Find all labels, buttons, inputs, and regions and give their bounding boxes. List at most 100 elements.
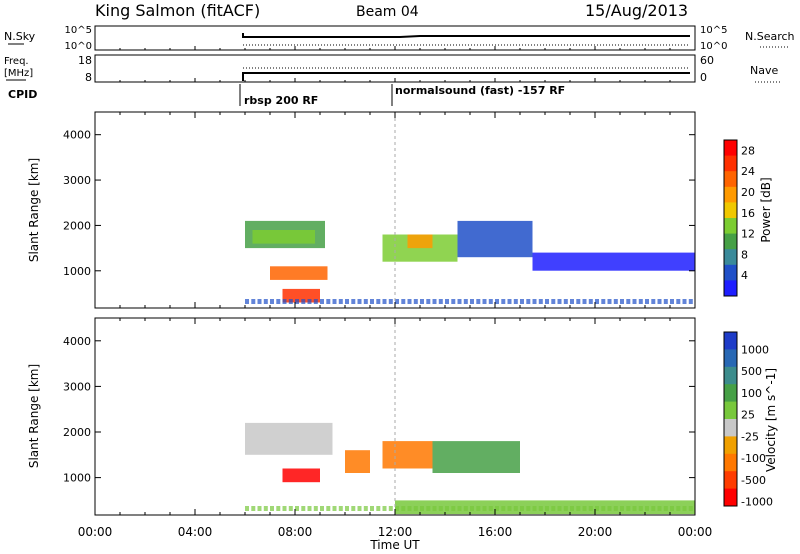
- colorbar-segment: [724, 140, 737, 157]
- heatmap-cell: [651, 299, 656, 304]
- freq-right-tick-top: 60: [700, 54, 714, 67]
- heatmap-cell: [526, 299, 531, 304]
- colorbar-frame: [723, 139, 738, 297]
- heatmap-cell: [620, 299, 624, 304]
- colorbar-segment: [724, 202, 737, 219]
- heatmap-cell: [488, 506, 493, 511]
- colorbar-segment: [724, 488, 737, 507]
- heatmap-cell: [420, 506, 424, 511]
- heatmap-cell: [457, 506, 462, 511]
- colorbar-tick-label: 8: [741, 248, 748, 261]
- heatmap-cell: [388, 506, 393, 511]
- heatmap-cell: [345, 506, 349, 511]
- heatmap-cell: [363, 299, 368, 304]
- heatmap-cell: [320, 506, 324, 511]
- heatmap-region: [382, 441, 433, 469]
- freq-left-tick-top: 18: [78, 54, 92, 67]
- heatmap-cell: [557, 506, 562, 511]
- heatmap-cell: [682, 506, 687, 511]
- heatmap-cell: [376, 299, 381, 304]
- heatmap-cell: [351, 506, 356, 511]
- heatmap-cell: [313, 299, 318, 304]
- colorbar-tick-label: 16: [741, 207, 755, 220]
- colorbar-segment: [724, 171, 737, 188]
- colorbar-segment: [724, 233, 737, 250]
- heatmap-cell: [463, 506, 468, 511]
- power-axes-ticks: 1000 2000 3000 4000: [63, 112, 696, 308]
- power-frame: [94, 111, 696, 309]
- heatmap-cell: [301, 299, 306, 304]
- heatmap-region: [345, 450, 370, 473]
- freq-label-2: [MHz]: [4, 68, 33, 79]
- heatmap-region: [432, 441, 520, 473]
- time-tick-label: 04:00: [178, 525, 213, 539]
- heatmap-cell: [613, 506, 618, 511]
- heatmap-cell: [476, 299, 481, 304]
- heatmap-cell: [638, 506, 643, 511]
- heatmap-region: [252, 230, 315, 244]
- heatmap-cell: [270, 299, 274, 304]
- velocity-axes-ticks: 1000 2000 3000 4000: [63, 318, 696, 515]
- y-tick-label: 2000: [63, 219, 91, 232]
- heatmap-cell: [382, 506, 387, 511]
- heatmap-cell: [520, 506, 524, 511]
- heatmap-cell: [570, 299, 574, 304]
- colorbar-segment: [724, 155, 737, 172]
- heatmap-region: [245, 422, 333, 455]
- beam-title: Beam 04: [356, 4, 419, 20]
- heatmap-cell: [651, 506, 656, 511]
- colorbar-segment: [724, 264, 737, 281]
- heatmap-cell: [582, 506, 587, 511]
- y-tick-label: 4000: [63, 129, 91, 142]
- cpid-segment-2: normalsound (fast) -157 RF: [395, 84, 565, 97]
- date-title: 15/Aug/2013: [585, 1, 688, 20]
- heatmap-cell: [570, 506, 574, 511]
- velocity-ylabel: Slant Range [km]: [27, 364, 41, 468]
- heatmap-cell: [307, 506, 312, 511]
- freq-panel: Freq. [MHz] 18 8 60 0 Nave: [4, 54, 780, 84]
- time-axis-title: Time UT: [369, 538, 420, 552]
- heatmap-cell: [595, 299, 599, 304]
- heatmap-cell: [520, 299, 524, 304]
- colorbar-tick-label: 4: [741, 269, 748, 282]
- heatmap-cell: [595, 506, 599, 511]
- colorbar-tick-label: 25: [741, 409, 755, 422]
- heatmap-region: [457, 220, 533, 258]
- heatmap-cell: [532, 506, 537, 511]
- heatmap-cell: [507, 506, 512, 511]
- heatmap-cell: [495, 299, 499, 304]
- heatmap-cell: [557, 299, 562, 304]
- heatmap-cell: [288, 506, 293, 511]
- heatmap-cell: [263, 506, 268, 511]
- heatmap-cell: [332, 299, 337, 304]
- velocity-panel: 1000 2000 3000 4000 Slant Range [km] 1000 50…: [27, 317, 778, 516]
- heatmap-cell: [626, 299, 631, 304]
- power-panel: 1000 2000 3000 4000 Slant Range [km] 4 8 12 16…: [27, 111, 773, 309]
- heatmap-cell: [676, 299, 681, 304]
- y-tick-label: 4000: [63, 335, 91, 348]
- heatmap-cell: [263, 299, 268, 304]
- heatmap-cell: [601, 506, 606, 511]
- velocity-colorbar-label: Velocity [m s^-1]: [764, 368, 778, 472]
- colorbar-tick-label: 100: [741, 387, 762, 400]
- heatmap-region: [270, 266, 328, 280]
- power-heatmap: [245, 112, 695, 308]
- colorbar-tick-label: 1000: [741, 343, 769, 356]
- colorbar-segment: [724, 249, 737, 266]
- heatmap-cell: [676, 506, 681, 511]
- colorbar-tick-label: -1000: [741, 496, 773, 509]
- heatmap-cell: [670, 506, 674, 511]
- heatmap-cell: [251, 506, 256, 511]
- nsky-label: N.Sky: [4, 30, 36, 43]
- heatmap-cell: [376, 506, 381, 511]
- heatmap-cell: [488, 299, 493, 304]
- heatmap-cell: [482, 299, 487, 304]
- colorbar-segment: [724, 332, 737, 350]
- heatmap-region: [407, 234, 433, 249]
- heatmap-cell: [563, 506, 568, 511]
- heatmap-cell: [426, 506, 431, 511]
- colorbar-segment: [724, 471, 737, 490]
- heatmap-cell: [670, 299, 674, 304]
- heatmap-cell: [538, 506, 543, 511]
